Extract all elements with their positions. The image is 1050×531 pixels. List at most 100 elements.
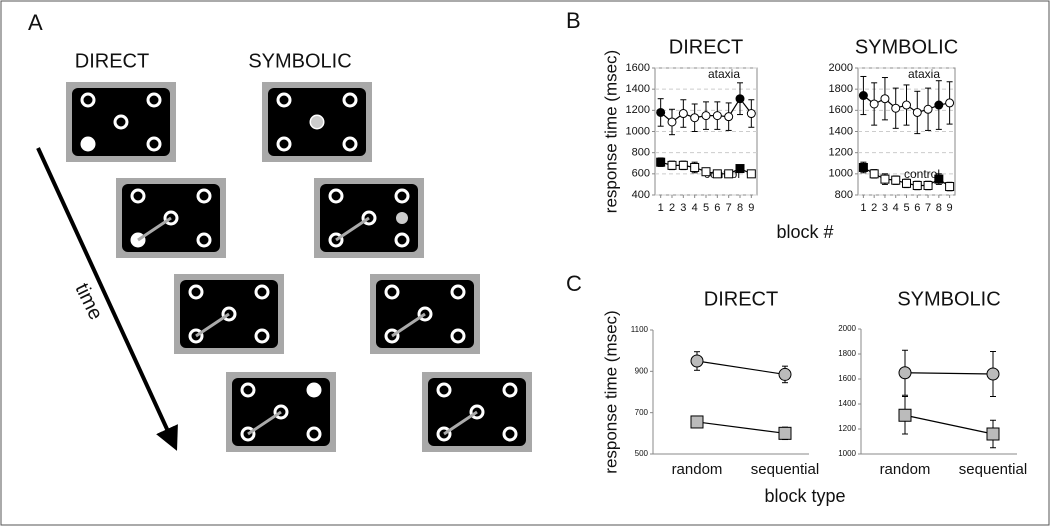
point bbox=[945, 182, 955, 192]
panel-label: C bbox=[566, 271, 582, 296]
x-tick-label: sequential bbox=[751, 461, 819, 478]
x-tick-label: 6 bbox=[714, 202, 720, 214]
x-tick-label: 5 bbox=[903, 202, 909, 214]
point bbox=[945, 98, 955, 108]
point bbox=[923, 104, 933, 114]
x-tick-label: 8 bbox=[737, 202, 743, 214]
series-line bbox=[904, 372, 994, 375]
point bbox=[678, 160, 688, 170]
x-tick-label: 3 bbox=[680, 202, 686, 214]
y-tick-label: 1400 bbox=[838, 399, 856, 408]
point bbox=[912, 180, 922, 190]
point bbox=[701, 167, 711, 177]
point bbox=[902, 100, 911, 110]
point bbox=[746, 109, 756, 119]
x-tick-label: 8 bbox=[936, 202, 942, 214]
series-line bbox=[696, 360, 786, 376]
y-tick-label: 800 bbox=[835, 189, 853, 201]
x-tick-label: sequential bbox=[959, 461, 1027, 478]
point bbox=[912, 107, 922, 117]
chart-title: SYMBOLIC bbox=[897, 288, 1000, 310]
y-tick-label: 1000 bbox=[838, 449, 856, 458]
y-tick-label: 1000 bbox=[829, 168, 853, 180]
y-tick-label: 1600 bbox=[829, 104, 853, 116]
point bbox=[869, 169, 879, 179]
point bbox=[735, 164, 745, 174]
x-tick-label: 9 bbox=[947, 202, 953, 214]
x-tick-label: 4 bbox=[893, 202, 899, 214]
point bbox=[778, 367, 792, 381]
point bbox=[656, 157, 666, 167]
point bbox=[712, 111, 722, 121]
point bbox=[746, 169, 756, 179]
point bbox=[667, 117, 677, 127]
annotation: ataxia bbox=[908, 67, 940, 81]
point bbox=[667, 160, 677, 170]
x-tick-label: random bbox=[672, 461, 723, 478]
panel-label: A bbox=[28, 10, 43, 35]
point bbox=[690, 162, 700, 172]
point bbox=[690, 354, 704, 368]
chart-title: SYMBOLIC bbox=[855, 36, 958, 58]
x-tick-label: random bbox=[880, 461, 931, 478]
x-tick-label: 5 bbox=[703, 202, 709, 214]
series-line bbox=[696, 421, 786, 434]
y-tick-label: 1200 bbox=[838, 424, 856, 433]
y-tick-label: 1400 bbox=[829, 125, 853, 137]
point bbox=[690, 415, 704, 429]
x-tick-label: 2 bbox=[669, 202, 675, 214]
point bbox=[712, 169, 722, 179]
y-tick-label: 1100 bbox=[631, 325, 649, 334]
point bbox=[923, 180, 933, 190]
point bbox=[656, 107, 666, 117]
point bbox=[986, 367, 1000, 381]
column-title: SYMBOLIC bbox=[248, 50, 351, 72]
y-tick-label: 1200 bbox=[626, 104, 650, 116]
x-axis-label: block type bbox=[764, 486, 845, 506]
point bbox=[934, 174, 944, 184]
point bbox=[858, 162, 868, 172]
point bbox=[880, 94, 890, 104]
point bbox=[701, 111, 711, 121]
y-tick-label: 500 bbox=[635, 449, 649, 458]
y-tick-label: 800 bbox=[632, 147, 650, 159]
point bbox=[898, 408, 912, 422]
point bbox=[891, 103, 901, 113]
point bbox=[898, 366, 912, 380]
y-tick-label: 700 bbox=[635, 408, 649, 417]
series-line bbox=[904, 414, 994, 435]
y-tick-label: 1000 bbox=[626, 125, 650, 137]
x-tick-label: 2 bbox=[871, 202, 877, 214]
y-tick-label: 2000 bbox=[838, 324, 856, 333]
point bbox=[869, 99, 879, 109]
y-tick-label: 400 bbox=[632, 189, 650, 201]
screens bbox=[66, 82, 532, 452]
point bbox=[986, 427, 1000, 441]
point bbox=[778, 426, 792, 440]
x-tick-label: 6 bbox=[914, 202, 920, 214]
point bbox=[678, 109, 688, 119]
y-axis-label: response time (msec) bbox=[601, 310, 620, 473]
annotation: ataxia bbox=[708, 67, 740, 81]
annotation: control bbox=[904, 167, 940, 181]
x-tick-label: 4 bbox=[692, 202, 698, 214]
point bbox=[891, 175, 901, 185]
x-tick-label: 3 bbox=[882, 202, 888, 214]
y-tick-label: 2000 bbox=[829, 62, 853, 74]
y-axis-label: response time (msec) bbox=[601, 50, 620, 213]
x-tick-label: 7 bbox=[925, 202, 931, 214]
x-tick-label: 1 bbox=[658, 202, 664, 214]
y-tick-label: 900 bbox=[635, 366, 649, 375]
chart-title: DIRECT bbox=[669, 36, 743, 58]
point bbox=[858, 91, 868, 101]
point bbox=[724, 169, 734, 179]
point bbox=[902, 178, 911, 188]
x-tick-label: 1 bbox=[860, 202, 866, 214]
x-tick-label: 7 bbox=[726, 202, 732, 214]
time-arrow bbox=[36, 147, 178, 451]
chart-title: DIRECT bbox=[704, 288, 778, 310]
y-tick-label: 1200 bbox=[829, 147, 853, 159]
y-tick-label: 600 bbox=[632, 168, 650, 180]
